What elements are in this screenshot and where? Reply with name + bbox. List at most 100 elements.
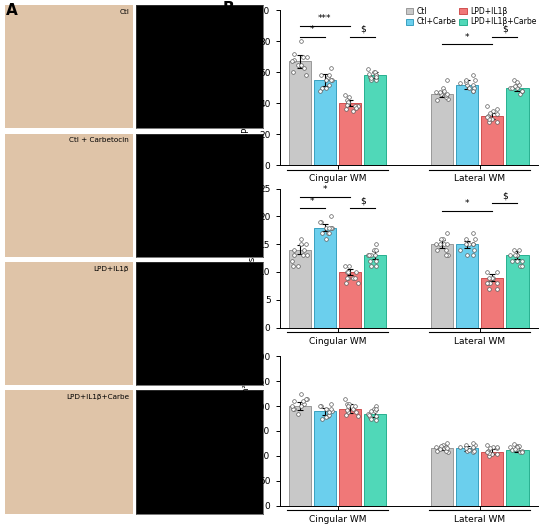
Point bbox=[469, 86, 477, 95]
Point bbox=[518, 257, 527, 265]
Point bbox=[437, 234, 445, 243]
Point bbox=[516, 90, 525, 98]
Point bbox=[297, 234, 306, 243]
Point bbox=[371, 71, 380, 80]
Point bbox=[443, 76, 452, 84]
Point bbox=[321, 413, 330, 421]
Point bbox=[344, 97, 353, 106]
Point bbox=[343, 101, 352, 109]
Point bbox=[343, 274, 352, 282]
Point bbox=[288, 405, 297, 413]
Point bbox=[341, 395, 350, 403]
Point bbox=[367, 251, 375, 259]
Point bbox=[488, 450, 496, 458]
Point bbox=[297, 402, 306, 410]
Point bbox=[345, 93, 354, 101]
Y-axis label: MBP+ fibers optical density: MBP+ fibers optical density bbox=[242, 30, 250, 146]
Point bbox=[493, 105, 501, 114]
Point bbox=[483, 279, 491, 287]
Point bbox=[508, 446, 516, 455]
Point bbox=[371, 71, 380, 80]
Point bbox=[439, 83, 447, 92]
Point bbox=[510, 82, 519, 91]
Point bbox=[432, 88, 440, 96]
Point bbox=[512, 257, 521, 265]
Bar bbox=[289, 61, 311, 165]
Point bbox=[364, 409, 372, 418]
Point bbox=[327, 405, 336, 413]
Point bbox=[290, 50, 299, 58]
Point bbox=[433, 446, 441, 455]
Point bbox=[321, 234, 330, 243]
Point bbox=[437, 442, 445, 450]
Point bbox=[513, 251, 521, 259]
Bar bbox=[314, 411, 336, 506]
Text: Ctl + Carbetocin: Ctl + Carbetocin bbox=[70, 137, 129, 144]
Point bbox=[514, 442, 523, 450]
Point bbox=[469, 246, 478, 254]
Point bbox=[440, 86, 449, 95]
Point bbox=[371, 240, 380, 248]
Point bbox=[508, 83, 516, 92]
Point bbox=[297, 60, 306, 69]
Point bbox=[342, 279, 350, 287]
Point bbox=[371, 246, 380, 254]
Point bbox=[468, 71, 477, 80]
Point bbox=[493, 279, 502, 287]
Point bbox=[462, 78, 470, 86]
Point bbox=[290, 397, 299, 406]
Bar bbox=[431, 94, 453, 165]
Text: Ctl: Ctl bbox=[119, 9, 129, 15]
Point bbox=[371, 68, 380, 77]
Bar bbox=[339, 103, 361, 165]
Point bbox=[318, 414, 326, 423]
Point bbox=[443, 229, 452, 237]
Point bbox=[484, 274, 493, 282]
Point bbox=[469, 240, 477, 248]
Point bbox=[321, 405, 330, 413]
Point bbox=[512, 83, 521, 92]
Bar bbox=[481, 116, 503, 165]
Point bbox=[302, 53, 311, 61]
Point bbox=[290, 246, 299, 254]
Point bbox=[444, 447, 453, 456]
Point bbox=[316, 86, 325, 95]
Text: $: $ bbox=[502, 191, 508, 200]
Point bbox=[317, 218, 325, 226]
Point bbox=[327, 407, 336, 415]
Point bbox=[433, 246, 441, 254]
Point bbox=[442, 446, 451, 455]
Point bbox=[344, 274, 353, 282]
Point bbox=[442, 90, 451, 98]
Point bbox=[516, 262, 525, 270]
Point bbox=[369, 246, 378, 254]
Point bbox=[517, 86, 526, 95]
Point bbox=[493, 268, 501, 276]
Point bbox=[364, 410, 373, 419]
Point bbox=[301, 395, 310, 403]
Point bbox=[367, 76, 376, 84]
Point bbox=[327, 223, 336, 232]
Point bbox=[349, 405, 357, 413]
Point bbox=[506, 83, 514, 92]
Point bbox=[290, 56, 299, 64]
Point bbox=[343, 268, 352, 276]
Point bbox=[317, 71, 325, 80]
Point bbox=[469, 446, 478, 455]
Point bbox=[321, 83, 330, 92]
Point bbox=[324, 223, 333, 232]
Point bbox=[344, 402, 353, 410]
Point bbox=[316, 218, 325, 226]
Point bbox=[345, 399, 354, 408]
Point bbox=[297, 37, 306, 46]
Point bbox=[517, 447, 526, 456]
Point bbox=[301, 240, 310, 248]
Point bbox=[327, 212, 336, 221]
Point bbox=[324, 71, 333, 80]
Point bbox=[493, 117, 502, 126]
Point bbox=[372, 73, 381, 81]
Bar bbox=[364, 413, 387, 506]
Text: *: * bbox=[323, 185, 327, 194]
Point bbox=[483, 268, 491, 276]
Point bbox=[483, 113, 491, 122]
